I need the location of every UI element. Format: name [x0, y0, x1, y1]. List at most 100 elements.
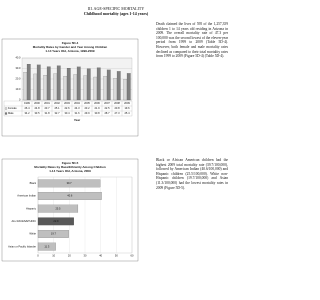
y-tick-label: 0: [19, 98, 21, 102]
table-value: 28.7: [104, 111, 110, 115]
y-tick-label: Black: [30, 181, 37, 185]
figure-number: Figure 5D-4: [62, 41, 79, 45]
table-value: 26.4: [24, 106, 30, 110]
table-value: 32.7: [54, 111, 60, 115]
bar: [83, 75, 88, 101]
x-tick-label: 60: [131, 254, 134, 258]
table-value: 20.8: [114, 106, 120, 110]
table-value: 19.6: [124, 106, 130, 110]
bar: [63, 76, 68, 101]
data-label: 39.7: [67, 181, 73, 185]
bar: [96, 67, 101, 101]
x-tick-label: 50: [115, 254, 118, 258]
table-value: 33.5: [34, 111, 40, 115]
legend-swatch: [4, 107, 8, 110]
y-tick-label: Hispanic: [26, 206, 37, 210]
data-label: 19.7: [51, 232, 57, 236]
x-tick-label: 2003: [64, 101, 70, 105]
data-label: 40.6: [67, 194, 73, 198]
x-tick-label: 20: [68, 254, 71, 258]
figure-number: Figure 5D-5: [62, 161, 79, 165]
paragraph: Black or African American children had t…: [156, 158, 228, 190]
x-tick-label: 2001: [44, 101, 50, 105]
table-value: 31.6: [74, 111, 80, 115]
y-tick-label: 20.0: [15, 77, 21, 81]
bar: [103, 76, 108, 101]
bar: [76, 66, 81, 101]
bar: [37, 179, 101, 188]
bar: [116, 71, 121, 101]
x-tick-label: 2007: [104, 101, 110, 105]
bar: [37, 242, 56, 251]
table-value: 25.4: [124, 111, 130, 115]
y-tick-label: Asian or Pacific Islander: [8, 244, 36, 248]
bar: [37, 192, 102, 200]
x-tick-label: 10: [52, 254, 55, 258]
table-value: 30.8: [94, 111, 100, 115]
bar: [26, 64, 31, 101]
table-value: 22.6: [64, 106, 70, 110]
table-value: 22.5: [104, 106, 110, 110]
x-tick-label: 1999: [24, 101, 30, 105]
bar: [113, 78, 118, 101]
chart-subtitle: 1-14 Years Old, Arizona, 2009: [49, 169, 91, 173]
bar: [86, 68, 91, 101]
chart-subtitle: 1-14 Years Old, Arizona, 1999-2009: [45, 49, 95, 53]
x-tick-label: 2000: [34, 101, 40, 105]
bar: [37, 230, 69, 238]
table-value: 34.2: [24, 111, 30, 115]
table-value: 30.4: [64, 111, 70, 115]
x-tick-label: 2006: [94, 101, 100, 105]
y-tick-label: ALL RACES/ETHNIC: [11, 219, 36, 223]
x-tick-label: 2009: [124, 101, 130, 105]
table-value: 29.9: [84, 111, 90, 115]
bar: [123, 79, 128, 101]
table-value: 24.3: [74, 106, 80, 110]
paragraph: Death claimed the lives of 595 of the 1,…: [156, 22, 228, 59]
bar: [56, 65, 61, 101]
y-tick-label: 30.0: [15, 66, 21, 70]
bar: [53, 73, 58, 101]
table-value: 24.8: [34, 106, 40, 110]
table-value: 25.1: [54, 106, 60, 110]
bar: [33, 73, 38, 101]
x-tick-label: 30: [84, 254, 87, 258]
bar: [73, 74, 78, 101]
bar: [106, 69, 111, 101]
data-label: 25.5: [55, 206, 61, 210]
bar: [37, 217, 74, 226]
bar: [93, 76, 98, 101]
bar: [126, 73, 131, 101]
y-tick-label: White: [29, 232, 36, 236]
y-tick-label: 40.0: [15, 56, 21, 60]
section-heading: III. AGE-SPECIFIC MORTALITY: [87, 6, 145, 11]
bar: [46, 66, 51, 101]
table-value: 31.8: [44, 111, 50, 115]
page-title: Childhood mortality (ages 1-14 years): [83, 11, 149, 16]
bar: [43, 75, 48, 101]
x-tick-label: 2005: [84, 101, 90, 105]
bar: [66, 68, 71, 101]
bar: [23, 72, 28, 101]
x-tick-label: 40: [99, 254, 102, 258]
x-tick-label: 2002: [54, 101, 60, 105]
bar: [36, 64, 41, 101]
x-tick-label: 2004: [74, 101, 80, 105]
chart-title: Mortality Rates by Race/Ethnicity Among …: [34, 165, 106, 169]
page: {"header":{"section":"III. AGE-SPECIFIC …: [1, 6, 228, 262]
table-value: 21.9: [94, 106, 100, 110]
y-tick-label: 10.0: [15, 87, 21, 91]
data-table: [3, 100, 133, 117]
y-tick-label: American Indian: [17, 194, 36, 198]
legend-label: Female: [8, 106, 17, 110]
table-value: 27.3: [114, 111, 120, 115]
data-label: 22.9: [53, 219, 59, 223]
chart-title: Mortality Rates by Gender and Year Among…: [33, 45, 108, 49]
data-label: 11.3: [44, 244, 49, 248]
x-tick-label: 2008: [114, 101, 120, 105]
table-value: 23.7: [44, 106, 50, 110]
legend-swatch: [4, 112, 8, 115]
x-tick-label: 0: [37, 254, 39, 258]
